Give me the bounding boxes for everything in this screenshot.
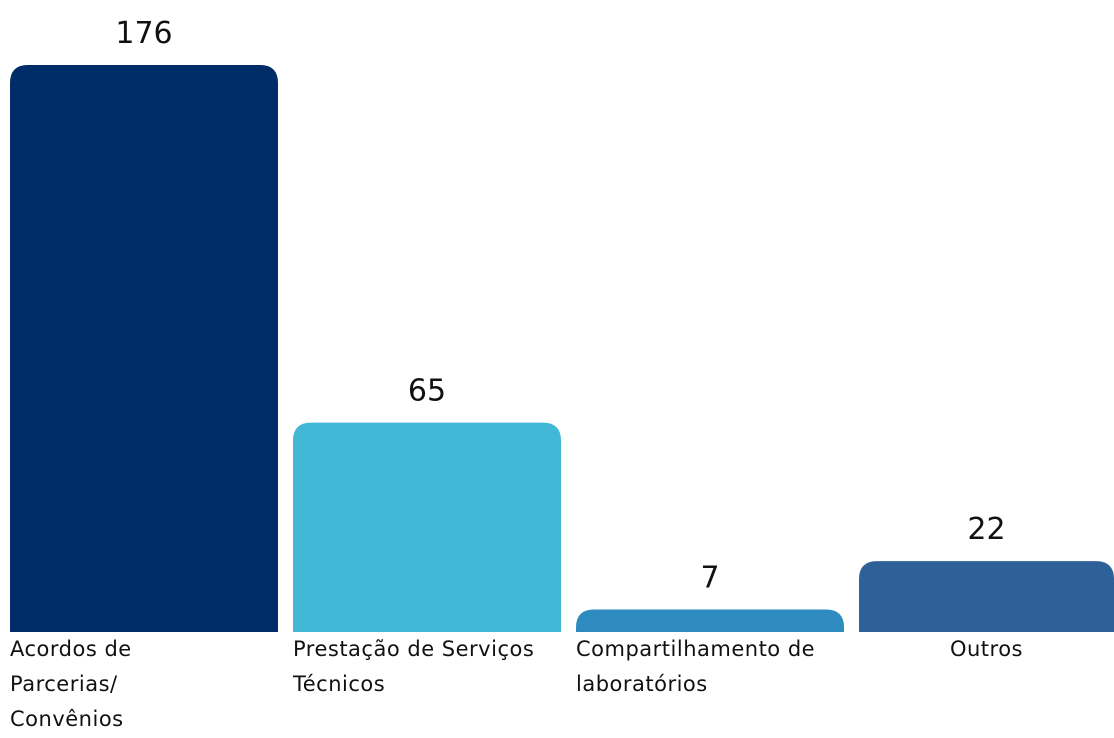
bar [10, 65, 278, 632]
value-label: 22 [967, 512, 1005, 547]
category-label: Compartilhamento de laboratórios [576, 637, 816, 696]
value-label: 7 [700, 560, 719, 595]
value-label: 176 [115, 16, 172, 51]
category-label: Outros [949, 637, 1024, 661]
bar [576, 609, 844, 632]
category-label: Prestação de Serviços Técnicos [293, 637, 535, 696]
bar [859, 561, 1114, 632]
category-label: Acordos de Parcerias/ Convênios [10, 637, 132, 731]
value-label: 65 [408, 374, 446, 409]
bar [293, 422, 561, 632]
